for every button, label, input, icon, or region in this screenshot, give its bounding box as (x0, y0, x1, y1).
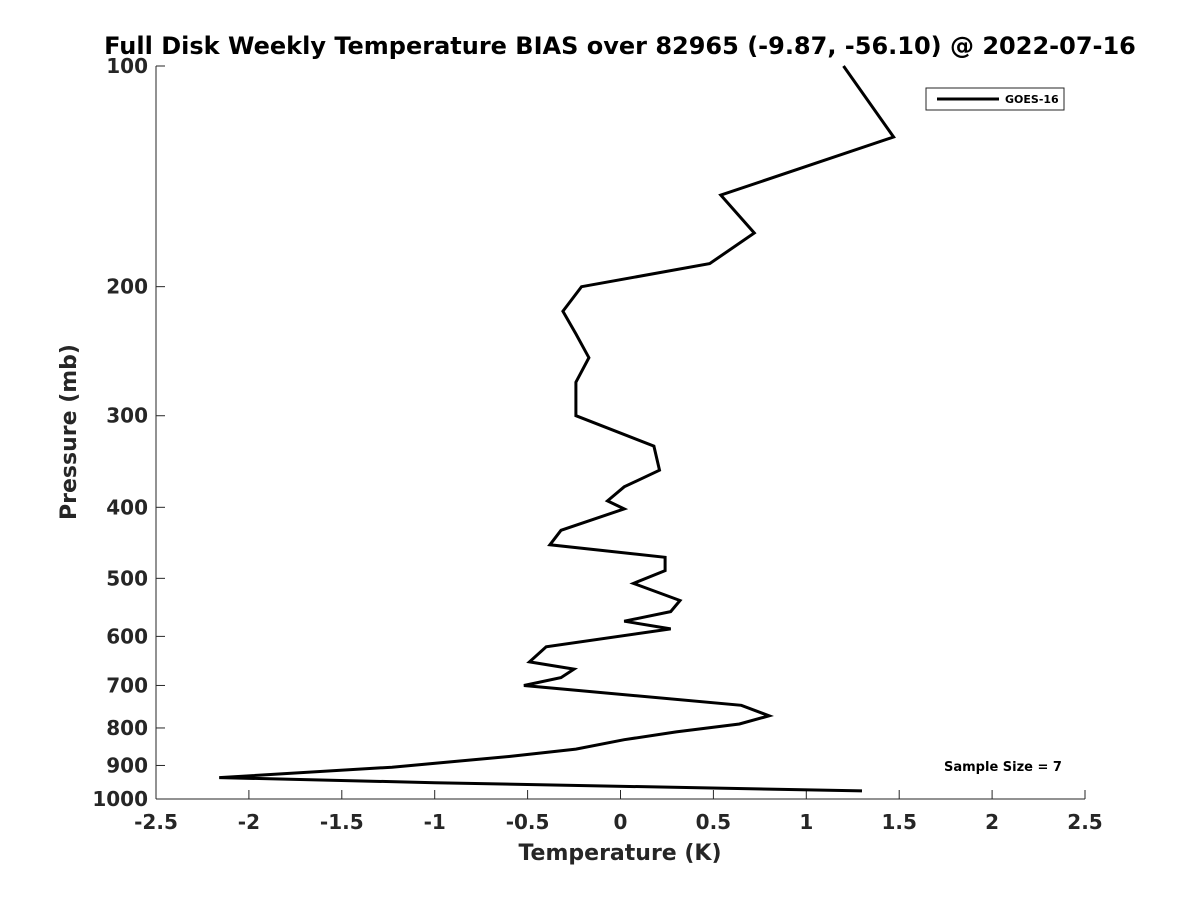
y-tick-label: 300 (106, 404, 148, 428)
legend: GOES-16 (925, 87, 1065, 111)
x-tick-label: 0.5 (696, 810, 731, 834)
series-layer (219, 65, 896, 793)
chart-title: Full Disk Weekly Temperature BIAS over 8… (104, 32, 1136, 60)
x-tick-label: 2 (985, 810, 999, 834)
y-tick-label: 800 (106, 716, 148, 740)
x-ticks: -2.5 -2 -1.5 -1 -0.5 0 0.5 1 1.5 2 2.5 (134, 790, 1103, 834)
x-tick-label: 1.5 (881, 810, 916, 834)
y-tick-label: 700 (106, 673, 148, 697)
x-tick-label: -1 (424, 810, 446, 834)
y-tick-label: 100 (106, 54, 148, 78)
y-tick-label: 500 (106, 566, 148, 590)
x-tick-label: 1 (799, 810, 813, 834)
series-line-goes-16 (219, 65, 896, 793)
y-tick-label: 900 (106, 753, 148, 777)
legend-label-goes-16: GOES-16 (1005, 93, 1059, 106)
sample-size-annotation: Sample Size = 7 (944, 760, 1062, 775)
y-tick-label: 1000 (92, 787, 148, 811)
x-tick-label: 0 (614, 810, 628, 834)
x-tick-label: 2.5 (1067, 810, 1102, 834)
x-tick-label: -0.5 (506, 810, 550, 834)
y-axis-label: Pressure (mb) (57, 344, 82, 520)
y-tick-label: 400 (106, 495, 148, 519)
y-tick-label: 200 (106, 275, 148, 299)
y-ticks: 100 200 300 400 500 600 700 800 900 1000 (92, 54, 165, 811)
x-tick-label: -2 (238, 810, 260, 834)
y-tick-label: 600 (106, 624, 148, 648)
x-axis-label: Temperature (K) (518, 841, 721, 866)
x-tick-label: -2.5 (134, 810, 178, 834)
x-tick-label: -1.5 (320, 810, 364, 834)
